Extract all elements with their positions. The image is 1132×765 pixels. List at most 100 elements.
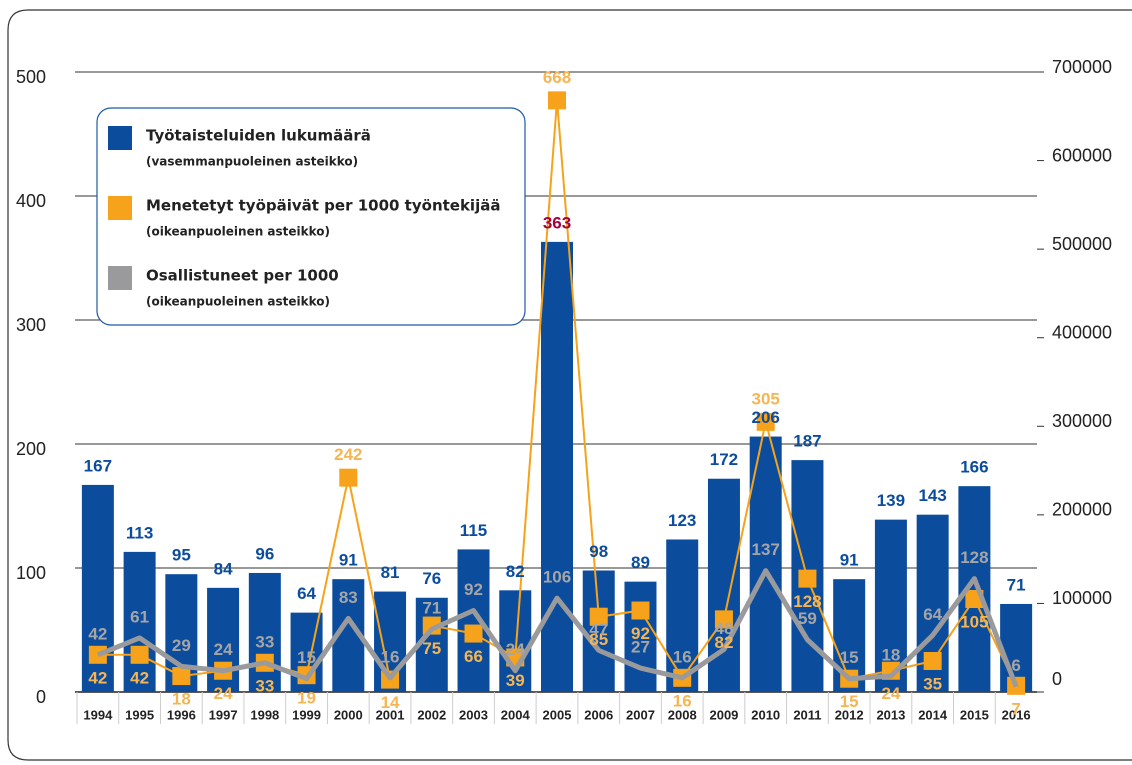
value-label: 76 — [422, 569, 441, 588]
marker — [130, 645, 149, 664]
value-label: 18 — [881, 646, 900, 665]
marker — [172, 667, 191, 686]
marker — [923, 652, 942, 670]
y-tick-label: 300 — [16, 315, 46, 335]
value-label: 166 — [960, 458, 988, 477]
value-label: 89 — [631, 553, 650, 572]
value-label: 115 — [460, 521, 487, 540]
x-tick-label: 2005 — [543, 707, 572, 722]
bar — [123, 551, 156, 692]
value-label: 66 — [464, 647, 483, 666]
value-label: 6 — [1011, 656, 1020, 675]
value-label: 128 — [793, 592, 821, 611]
marker — [756, 412, 775, 431]
marker — [714, 610, 733, 629]
value-label: 24 — [214, 684, 233, 703]
x-tick-label: 2003 — [459, 707, 488, 722]
value-label: 139 — [877, 491, 905, 510]
marker — [631, 601, 650, 620]
legend-swatch — [108, 126, 132, 150]
value-label: 82 — [506, 562, 525, 581]
x-tick-label: 2002 — [417, 707, 446, 722]
value-label: 187 — [793, 432, 821, 451]
x-tick-label: 2001 — [376, 707, 405, 722]
x-tick-label: 2006 — [584, 707, 613, 722]
y-tick-label: 500 — [16, 67, 46, 87]
grid: 0 100 200 300 400 500 0 100000 200000 300000 40000… — [16, 57, 1112, 724]
y2-tick-label: 300000 — [1052, 411, 1112, 431]
y2-tick-label: 600000 — [1052, 145, 1112, 165]
legend-swatch — [108, 266, 132, 290]
value-label: 33 — [255, 632, 274, 651]
value-label: 167 — [84, 456, 112, 475]
x-tick-label: 1996 — [167, 707, 196, 722]
value-label: 123 — [668, 511, 696, 530]
bar — [749, 436, 782, 692]
x-tick-label: 2004 — [501, 707, 531, 722]
value-label: 83 — [339, 588, 358, 607]
value-label: 84 — [214, 559, 233, 578]
value-label: 172 — [710, 450, 738, 469]
value-label: 48 — [714, 619, 733, 638]
value-label: 19 — [297, 689, 316, 708]
legend-label: Menetetyt työpäivät per 1000 työntekijää — [146, 197, 500, 215]
value-label: 35 — [923, 674, 942, 693]
value-label: 16 — [381, 647, 400, 666]
value-label: 64 — [297, 584, 316, 603]
value-label: 113 — [126, 523, 153, 542]
bar — [499, 590, 532, 692]
y2-tick-label: 400000 — [1052, 322, 1112, 342]
value-label: 75 — [422, 639, 441, 658]
value-label: 61 — [130, 607, 149, 626]
x-tick-label: 1995 — [125, 707, 154, 722]
value-label: 42 — [88, 624, 107, 643]
y-tick-label: 100 — [16, 563, 46, 583]
bar — [541, 241, 573, 692]
y2-tick-label: 500000 — [1052, 234, 1112, 254]
value-label: 71 — [1007, 575, 1026, 594]
value-label: 128 — [960, 548, 988, 567]
value-label: 27 — [631, 638, 650, 657]
value-label: 98 — [589, 542, 608, 561]
value-label: 242 — [334, 445, 362, 464]
y-tick-label: 200 — [16, 439, 46, 459]
x-tick-label: 2011 — [793, 707, 821, 722]
value-label: 95 — [172, 546, 191, 565]
y-tick-label: 400 — [16, 191, 46, 211]
y2-tick-label: 200000 — [1052, 500, 1112, 520]
bar — [248, 572, 281, 692]
y2-tick-label: 0 — [1052, 669, 1062, 689]
legend: Työtaisteluiden lukumäärä (vasemmanpuolei… — [96, 107, 526, 326]
x-tick-label: 1998 — [250, 707, 279, 722]
value-label: 668 — [543, 68, 571, 87]
marker — [422, 616, 441, 635]
bar — [958, 486, 991, 692]
value-label: 105 — [960, 612, 988, 631]
bar — [457, 549, 490, 692]
value-label: 14 — [381, 693, 400, 712]
value-label: 143 — [918, 486, 946, 505]
marker — [548, 91, 566, 110]
value-label: 39 — [506, 671, 525, 690]
x-tick-label: 1997 — [209, 707, 238, 722]
value-label: 92 — [464, 580, 483, 599]
line — [96, 568, 1019, 688]
value-label: 71 — [422, 599, 441, 618]
value-label: 81 — [381, 563, 400, 582]
value-label: 24 — [881, 684, 900, 703]
legend-label: Osallistuneet per 1000 — [146, 267, 339, 285]
x-tick-label: 1994 — [83, 707, 113, 722]
value-label: 91 — [339, 551, 358, 570]
x-tick-label: 2013 — [876, 707, 905, 722]
y-tick-label: 0 — [36, 687, 46, 707]
value-label: 91 — [840, 551, 859, 570]
value-label: 15 — [840, 692, 859, 711]
value-label: 29 — [172, 636, 191, 655]
frame — [7, 9, 1132, 761]
legend-box — [96, 107, 526, 326]
value-label: 16 — [673, 691, 692, 710]
value-label: 92 — [631, 624, 650, 643]
value-label: 47 — [589, 620, 608, 639]
